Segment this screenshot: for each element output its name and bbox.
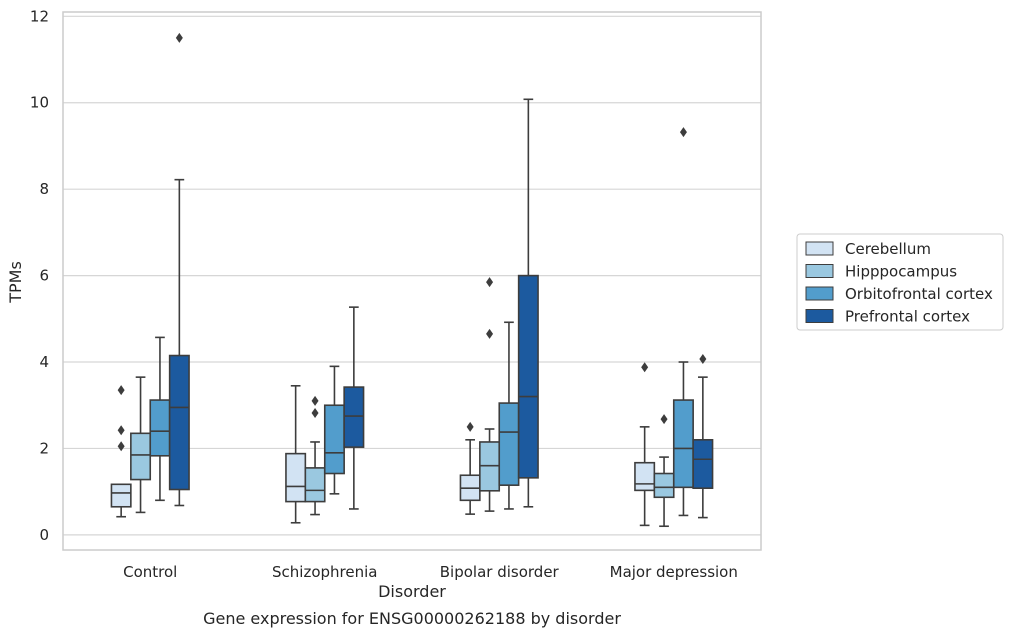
outlier-point [311, 395, 319, 406]
box-body [149, 399, 171, 457]
box-prefrontal-cortex [517, 98, 539, 508]
box-body [498, 402, 520, 486]
outlier-point [117, 425, 125, 436]
box-body [110, 483, 132, 508]
legend-frame [796, 233, 1004, 331]
box-body [672, 399, 694, 489]
box-prefrontal-cortex [168, 32, 190, 507]
x-tick-labels: Control Schizophrenia Bipolar disorder Majo… [123, 563, 738, 581]
outlier-point [117, 385, 125, 396]
grid-lines [63, 15, 761, 536]
y-tick-label: 8 [39, 180, 49, 198]
outlier-point [117, 441, 125, 452]
y-tick-label: 0 [39, 526, 49, 544]
box-prefrontal-cortex [692, 353, 714, 519]
legend-swatch [805, 264, 834, 278]
y-tick-label: 12 [30, 7, 49, 25]
legend: Cerebellum Hipppocampus Orbitofrontal cort… [796, 233, 1004, 331]
box-body [130, 432, 152, 481]
box-orbitofrontal-cortex [672, 127, 694, 517]
legend-swatch [805, 241, 834, 256]
outlier-point [486, 277, 494, 288]
legend-swatch [805, 286, 834, 301]
box-body [304, 467, 326, 503]
x-tick-label: Control [123, 563, 177, 581]
box-hipppocampus [653, 414, 675, 528]
box-body [285, 452, 307, 503]
y-axis-label: TPMs [6, 261, 25, 304]
outlier-point [679, 127, 687, 138]
plot-area-frame [62, 11, 762, 551]
y-tick-label: 2 [39, 439, 49, 457]
box-body [343, 386, 365, 448]
box-orbitofrontal-cortex [323, 365, 345, 495]
legend-label: Prefrontal cortex [845, 308, 970, 326]
legend-label: Hipppocampus [845, 263, 957, 281]
outlier-point [486, 328, 494, 339]
box-body [323, 404, 345, 475]
box-hipppocampus [304, 395, 326, 516]
x-tick-label: Bipolar disorder [440, 563, 560, 581]
outlier-point [466, 421, 474, 432]
y-tick-label: 6 [39, 267, 49, 285]
y-tick-label: 10 [30, 94, 49, 112]
x-axis-label: Disorder [378, 582, 446, 601]
outlier-point [641, 362, 649, 373]
box-hipppocampus [130, 376, 152, 514]
outlier-point [699, 353, 707, 364]
box-body [653, 472, 675, 499]
box-groups [110, 32, 714, 528]
chart-caption: Gene expression for ENSG00000262188 by d… [203, 609, 621, 628]
box-body [692, 439, 714, 490]
box-body [168, 354, 190, 491]
box-prefrontal-cortex [343, 306, 365, 510]
outlier-point [311, 408, 319, 419]
box-body [634, 461, 656, 492]
x-tick-label: Schizophrenia [272, 563, 377, 581]
legend-label: Orbitofrontal cortex [845, 285, 993, 303]
outlier-point [660, 414, 668, 425]
box-cerebellum [459, 421, 481, 515]
legend-swatch [805, 309, 834, 323]
legend-label: Cerebellum [845, 240, 931, 258]
box-cerebellum [285, 384, 307, 524]
box-cerebellum [634, 362, 656, 527]
y-tick-label: 4 [39, 353, 49, 371]
y-tick-labels: 0 2 4 6 8 10 12 [30, 7, 49, 544]
box-cerebellum [110, 385, 132, 518]
outlier-point [175, 32, 183, 43]
x-tick-label: Major depression [610, 563, 738, 581]
box-orbitofrontal-cortex [498, 321, 520, 510]
box-body [517, 274, 539, 479]
box-hipppocampus [479, 277, 501, 512]
